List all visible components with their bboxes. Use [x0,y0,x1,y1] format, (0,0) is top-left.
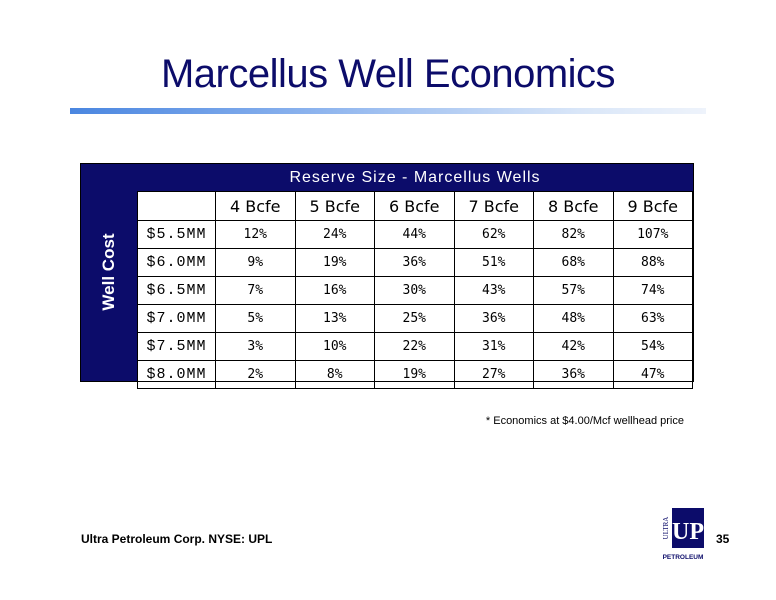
table-cell: 19% [294,248,375,277]
row-label: $7.0MM [137,304,216,333]
table-row: $6.5MM 7% 16% 30% 43% 57% 74% [137,276,693,305]
table-cell: 12% [215,220,296,249]
logo-mark: UP [672,519,704,545]
table-cell: 36% [453,304,534,333]
table-cell: 9% [215,248,296,277]
table-cell: 44% [374,220,455,249]
row-label: $6.0MM [137,248,216,277]
logo-bottom-text: PETROLEUM [663,554,704,561]
row-label: $8.0MM [137,360,216,389]
table-cell: 57% [533,276,614,305]
table-cell: 13% [294,304,375,333]
table-row: $6.0MM 9% 19% 36% 51% 68% 88% [137,248,693,277]
page-number: 35 [716,532,730,546]
table-cell: 19% [374,360,455,389]
page-title: Marcellus Well Economics [160,52,616,96]
footnote: * Economics at $4.00/Mcf wellhead price [485,415,684,427]
table-cell: 88% [612,248,693,277]
side-header-label: Well Cost [99,233,118,311]
column-header: 9 Bcfe [612,191,693,221]
table-cell: 2% [215,360,296,389]
logo-side-text: ULTRA [662,517,670,540]
table-cell: 30% [374,276,455,305]
table-header: Reserve Size - Marcellus Wells [137,164,693,191]
table-cell: 16% [294,276,375,305]
side-header: Well Cost [81,164,137,381]
table-cell: 82% [533,220,614,249]
column-header: 8 Bcfe [533,191,614,221]
table-row: $8.0MM 2% 8% 19% 27% 36% 47% [137,360,693,389]
table-cell: 8% [294,360,375,389]
title-underline-bar [70,108,706,114]
table-cell: 31% [453,332,534,361]
table-cell: 54% [612,332,693,361]
table-row: $5.5MM 12% 24% 44% 62% 82% 107% [137,220,693,249]
table-cell: 27% [453,360,534,389]
table-cell: 24% [294,220,375,249]
column-header: 7 Bcfe [453,191,534,221]
table-cell: 5% [215,304,296,333]
table-cell: 62% [453,220,534,249]
column-header: 4 Bcfe [215,191,296,221]
table-cell: 63% [612,304,693,333]
table-cell: 68% [533,248,614,277]
table-cell: 42% [533,332,614,361]
table-cell: 7% [215,276,296,305]
economics-table: Well Cost Reserve Size - Marcellus Wells… [80,163,694,389]
table-row: $7.0MM 5% 13% 25% 36% 48% 63% [137,304,693,333]
row-label: $6.5MM [137,276,216,305]
table-cell: 10% [294,332,375,361]
table-cell: 25% [374,304,455,333]
table-cell: 36% [374,248,455,277]
table-cell: 22% [374,332,455,361]
table-cell: 3% [215,332,296,361]
economics-grid: 4 Bcfe 5 Bcfe 6 Bcfe 7 Bcfe 8 Bcfe 9 Bcf… [137,191,693,389]
table-row: $7.5MM 3% 10% 22% 31% 42% 54% [137,332,693,361]
table-cell: 48% [533,304,614,333]
row-label: $7.5MM [137,332,216,361]
corner-cell [137,191,216,221]
table-cell: 51% [453,248,534,277]
table-cell: 74% [612,276,693,305]
table-cell: 107% [612,220,693,249]
ultra-petroleum-logo: UP ULTRA PETROLEUM [659,506,707,562]
column-header: 5 Bcfe [294,191,375,221]
column-header: 6 Bcfe [374,191,455,221]
row-label: $5.5MM [137,220,216,249]
table-cell: 43% [453,276,534,305]
table-cell: 36% [533,360,614,389]
table-cell: 47% [612,360,693,389]
column-header-row: 4 Bcfe 5 Bcfe 6 Bcfe 7 Bcfe 8 Bcfe 9 Bcf… [137,191,693,221]
footer-company: Ultra Petroleum Corp. NYSE: UPL [81,532,273,546]
